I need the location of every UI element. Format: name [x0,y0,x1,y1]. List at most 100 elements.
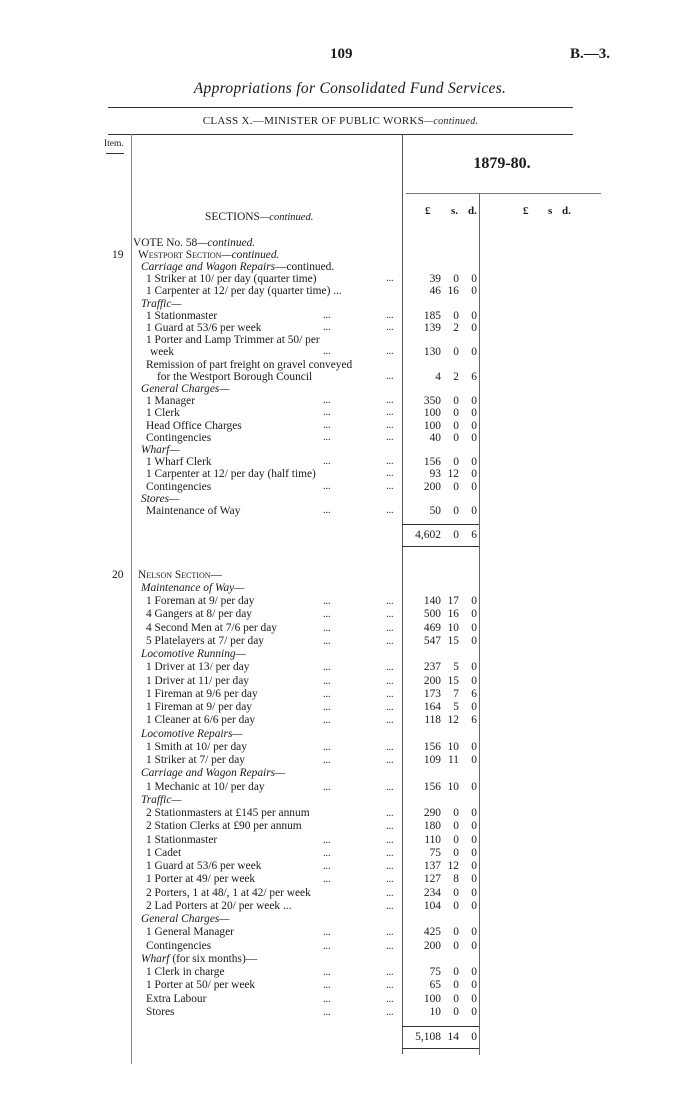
divider [106,153,124,154]
pounds-amount: 140 [423,595,441,607]
shillings-amount: 0 [453,529,459,541]
row-description: 1 Clerk in charge [146,966,225,979]
leader-dots: ... [386,273,394,285]
description-part: 1 Clerk [146,407,180,420]
table-row: Traffic— [0,298,700,310]
pence-amount: 0 [471,595,477,607]
total-rule-top [402,1026,479,1027]
leader-dots: ... [386,967,394,978]
leader-dots: ... [323,635,331,647]
leader-dots: ... [386,993,394,1005]
row-description: 1 Porter at 49/ per week [146,873,255,886]
leader-dots: ... [323,927,331,939]
pounds-amount: 180 [423,820,441,833]
pounds-amount: 234 [423,886,441,899]
pounds-amount: 104 [423,899,441,912]
shillings-amount: 0 [453,480,459,493]
shillings-amount: 10 [447,780,459,793]
item-column-header: Item. [104,139,124,149]
description-part: 1 Carpenter at 12/ per day (half time) [146,468,316,481]
pence-amount: 0 [471,608,477,621]
pence-amount: 0 [471,1031,477,1043]
description-part: 5 Platelayers at 7/ per day [146,634,264,647]
pound-header: £ [523,205,529,217]
table-row: 1 Carpenter at 12/ per day (half time)..… [0,468,700,480]
table-row: Contingencies...... 200 0 0 [0,940,700,953]
description-part: 1 Fireman at 9/ per day [146,701,252,713]
shillings-amount: 0 [453,939,459,952]
description-part: —continued. [275,260,335,273]
table-row: 1 Stationmaster...... 110 0 0 [0,834,700,847]
leader-dots: ... [386,395,394,407]
leader-dots: ... [323,622,331,634]
table-row: 1 Guard at 53/6 per week...... 139 2 0 [0,322,700,334]
leader-dots: ... [323,781,331,793]
shillings-amount: 0 [453,820,459,833]
row-description: 1 Stationmaster [146,310,217,322]
item-number: 20 [112,568,124,581]
table-row: week...... 130 0 0 [0,346,700,358]
leader-dots: ... [386,781,394,793]
leader-dots: ... [386,702,394,713]
pounds-amount: 100 [423,419,441,432]
section-total: 4,602 0 6 [0,527,700,543]
shillings-amount: 15 [447,634,459,647]
leader-dots: ... [323,874,331,886]
description-part: Extra Labour [146,992,207,1005]
pence-amount: 0 [471,407,477,420]
shillings-amount: 11 [448,754,459,766]
leader-dots: ... [386,675,394,687]
row-description: 1 Carpenter at 12/ per day (quarter time… [146,285,342,297]
table-row: 1 Wharf Clerk...... 156 0 0 [0,456,700,468]
description-part: 1 Driver at 13/ per day [146,661,250,674]
description-part: 1 Striker at 7/ per day [146,754,246,766]
description-part: Wharf [141,952,170,965]
pounds-amount: 156 [423,456,441,469]
document-reference: B.—3. [569,46,610,62]
row-description: 1 Porter at 50/ per week [146,979,255,992]
row-description: Traffic— [141,298,182,310]
row-description: Carriage and Wagon Repairs—continued. [141,261,334,273]
row-description: 2 Porters, 1 at 48/, 1 at 42/ per week [146,887,311,900]
pence-amount: 0 [471,346,477,359]
description-part: 1 General Manager [146,926,234,939]
description-part: —continued. [221,248,280,261]
leader-dots: ... [386,874,394,886]
shillings-amount: 0 [453,979,459,992]
pence-amount: 0 [471,285,477,298]
leader-dots: ... [386,419,394,431]
pence-amount: 0 [471,395,477,408]
shillings-amount: 0 [453,846,459,859]
table-row: 1 Striker at 10/ per day (quarter time).… [0,273,700,285]
description-part: (for six months)— [169,952,258,965]
description-part: —continued. [197,236,256,249]
table-row: 1 Smith at 10/ per day...... 156 10 0 [0,741,700,754]
row-description: 1 Mechanic at 10/ per day [146,781,265,794]
table-row: Wharf (for six months)— [0,953,700,966]
description-part: 1 Stationmaster [146,309,218,322]
row-description: General Charges— [141,383,229,395]
total-rule-top [402,524,479,525]
row-description: 1 Guard at 53/6 per week [146,860,261,873]
pound-header: £ [425,205,431,217]
shillings-amount: 12 [447,714,459,727]
leader-dots: ... [386,346,394,358]
description-part: Locomotive Repairs— [141,727,243,740]
row-description: 2 Lad Porters at 20/ per week ... [146,900,292,913]
shillings-amount: 0 [453,966,459,978]
pence-amount: 0 [471,939,477,952]
table-row: Stores— [0,493,700,505]
leader-dots: ... [323,419,331,431]
leader-dots: ... [386,480,394,492]
table-row: 1 Cadet...... 75 0 0 [0,847,700,860]
leader-dots: ... [323,675,331,687]
description-part: 1 Fireman at 9/6 per day [146,687,258,700]
pence-amount: 0 [471,431,477,444]
column-rule [479,193,480,1055]
pounds-amount: 200 [423,480,441,493]
description-part: 1 Carpenter at 12/ per day (quarter time… [146,285,342,298]
leader-dots: ... [386,431,394,443]
row-description: Nelson Section— [138,569,222,582]
table-row: 1 Carpenter at 12/ per day (quarter time… [0,285,700,297]
row-description: Wharf (for six months)— [141,953,257,966]
